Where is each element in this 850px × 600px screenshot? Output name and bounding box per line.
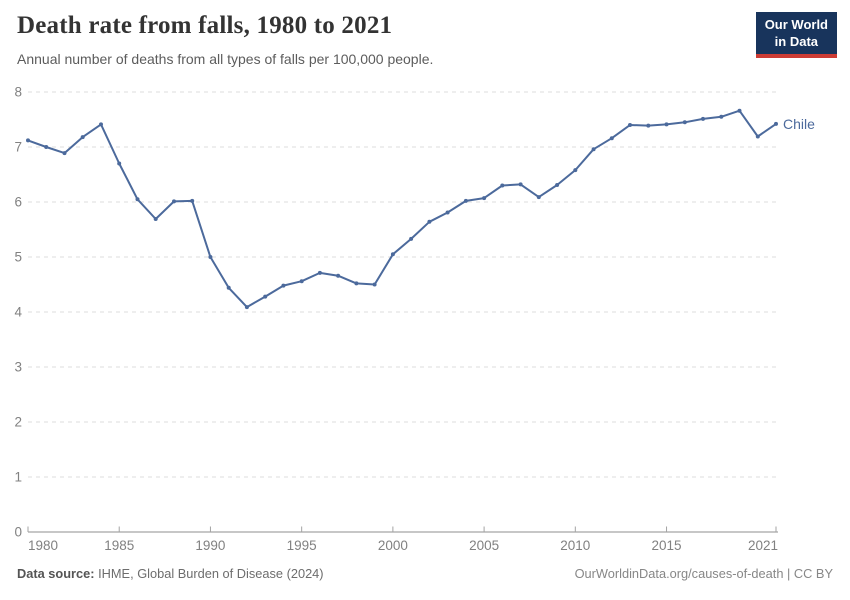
x-axis-tick-label-1995: 1995 bbox=[287, 538, 317, 553]
data-point-1991[interactable] bbox=[226, 285, 231, 290]
data-point-2000[interactable] bbox=[390, 252, 395, 257]
data-point-1980[interactable] bbox=[26, 138, 30, 143]
owid-logo-line2: in Data bbox=[774, 33, 819, 49]
data-point-1990[interactable] bbox=[208, 255, 213, 259]
owid-logo-line1: Our World bbox=[764, 17, 828, 32]
x-axis-tick-label-2010: 2010 bbox=[560, 538, 590, 553]
data-point-2020[interactable] bbox=[755, 134, 760, 139]
x-axis-tick-label-1985: 1985 bbox=[104, 538, 134, 553]
credit-link[interactable]: OurWorldinData.org/causes-of-death | CC … bbox=[574, 566, 833, 581]
data-point-1996[interactable] bbox=[317, 270, 322, 275]
chart-title: Death rate from falls, 1980 to 2021 bbox=[17, 12, 393, 39]
data-point-1984[interactable] bbox=[99, 122, 103, 127]
data-point-2009[interactable] bbox=[555, 183, 560, 187]
data-point-2016[interactable] bbox=[682, 120, 687, 125]
data-point-2013[interactable] bbox=[628, 123, 632, 127]
data-point-1985[interactable] bbox=[117, 161, 122, 166]
data-point-2015[interactable] bbox=[664, 122, 669, 127]
x-axis-tick-label-2021: 2021 bbox=[748, 538, 778, 553]
data-point-2006[interactable] bbox=[500, 183, 505, 188]
y-axis-tick-label-4: 4 bbox=[14, 305, 22, 320]
data-point-1988[interactable] bbox=[172, 199, 176, 204]
y-axis-tick-label-1: 1 bbox=[14, 470, 22, 485]
y-axis-tick-label-2: 2 bbox=[14, 415, 22, 430]
x-axis-tick-label-2005: 2005 bbox=[469, 538, 499, 553]
x-axis-tick-label-1980: 1980 bbox=[28, 538, 58, 553]
data-point-2010[interactable] bbox=[573, 168, 578, 173]
data-source-label: Data source: bbox=[17, 566, 95, 581]
data-point-1987[interactable] bbox=[153, 217, 158, 221]
y-axis-tick-label-6: 6 bbox=[14, 195, 22, 210]
data-point-1995[interactable] bbox=[299, 279, 304, 284]
data-point-2003[interactable] bbox=[445, 210, 450, 215]
series-label-chile[interactable]: Chile bbox=[783, 116, 815, 132]
data-point-2018[interactable] bbox=[719, 114, 724, 119]
data-point-1999[interactable] bbox=[372, 282, 377, 287]
data-point-2002[interactable] bbox=[427, 219, 432, 224]
data-point-2007[interactable] bbox=[518, 182, 523, 187]
x-axis-tick-label-1990: 1990 bbox=[195, 538, 225, 553]
data-point-1981[interactable] bbox=[44, 145, 49, 149]
data-source-text: IHME, Global Burden of Disease (2024) bbox=[94, 566, 324, 581]
data-point-1983[interactable] bbox=[80, 135, 85, 140]
chart-footer: Data source: IHME, Global Burden of Dise… bbox=[17, 566, 833, 581]
data-source: Data source: IHME, Global Burden of Dise… bbox=[17, 566, 324, 581]
y-axis-tick-label-3: 3 bbox=[14, 360, 22, 375]
data-point-2011[interactable] bbox=[591, 147, 596, 152]
data-point-1997[interactable] bbox=[336, 273, 341, 278]
series-line-chile[interactable] bbox=[27, 109, 777, 309]
data-point-2004[interactable] bbox=[463, 198, 468, 203]
x-axis-tick-label-2015: 2015 bbox=[652, 538, 682, 553]
data-point-1982[interactable] bbox=[62, 151, 67, 156]
data-point-2017[interactable] bbox=[701, 116, 705, 121]
data-point-1998[interactable] bbox=[354, 281, 359, 286]
y-axis-tick-label-5: 5 bbox=[14, 250, 22, 265]
data-point-1994[interactable] bbox=[281, 283, 286, 288]
y-axis-tick-label-8: 8 bbox=[14, 85, 22, 100]
data-point-2001[interactable] bbox=[409, 236, 414, 241]
data-point-1989[interactable] bbox=[190, 198, 195, 203]
data-point-1993[interactable] bbox=[263, 294, 268, 299]
data-point-2005[interactable] bbox=[482, 196, 487, 201]
data-point-2021[interactable] bbox=[774, 121, 778, 126]
y-axis-tick-label-0: 0 bbox=[14, 525, 22, 540]
chart-subtitle: Annual number of deaths from all types o… bbox=[17, 51, 434, 67]
data-point-1992[interactable] bbox=[244, 305, 249, 310]
y-axis-tick-label-7: 7 bbox=[14, 140, 22, 155]
data-point-2019[interactable] bbox=[737, 108, 742, 113]
owid-logo[interactable]: Our World in Data bbox=[755, 12, 837, 58]
data-point-2014[interactable] bbox=[646, 123, 651, 128]
data-point-1986[interactable] bbox=[135, 197, 140, 202]
data-point-2012[interactable] bbox=[609, 136, 614, 141]
data-point-2008[interactable] bbox=[536, 195, 541, 200]
x-axis-tick-label-2000: 2000 bbox=[378, 538, 408, 553]
